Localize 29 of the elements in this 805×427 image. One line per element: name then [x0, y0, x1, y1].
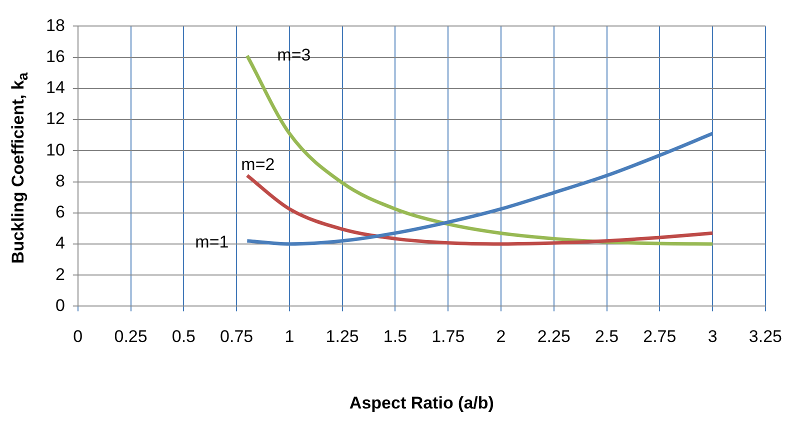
x-tick-label: 2.25: [537, 327, 570, 346]
x-tick-label: 2: [496, 327, 506, 346]
x-tick-label: 1.25: [326, 327, 359, 346]
series-label: m=3: [277, 45, 311, 64]
y-tick-label: 6: [55, 202, 65, 222]
x-tick-label: 3.25: [748, 327, 782, 346]
x-tick-label: 1.75: [432, 327, 465, 346]
y-tick-label: 0: [55, 296, 65, 315]
y-tick-label: 12: [46, 109, 65, 128]
y-tick-label: 16: [46, 47, 65, 66]
x-tick-label: 0.75: [220, 327, 254, 346]
y-tick-label: 8: [55, 171, 65, 190]
x-tick-label: 3: [708, 327, 718, 346]
x-tick-label: 1: [284, 327, 294, 346]
y-tick-label: 2: [55, 264, 65, 284]
y-tick-label: 10: [46, 140, 65, 160]
y-tick-label: 18: [46, 16, 65, 35]
x-axis-title: Aspect Ratio (a/b): [349, 393, 494, 412]
x-tick-label: 0.25: [114, 327, 148, 346]
series-label: m=1: [195, 232, 229, 252]
series-label: m=2: [241, 155, 275, 174]
x-tick-label: 0.5: [172, 327, 196, 346]
x-tick-label: 2.75: [643, 327, 676, 346]
y-tick-label: 14: [46, 78, 65, 98]
x-tick-label: 2.5: [594, 327, 619, 346]
x-tick-label: 1.5: [383, 327, 408, 346]
x-tick-label: 0: [73, 327, 83, 346]
y-tick-label: 4: [55, 234, 65, 253]
line-series: [245, 174, 714, 246]
